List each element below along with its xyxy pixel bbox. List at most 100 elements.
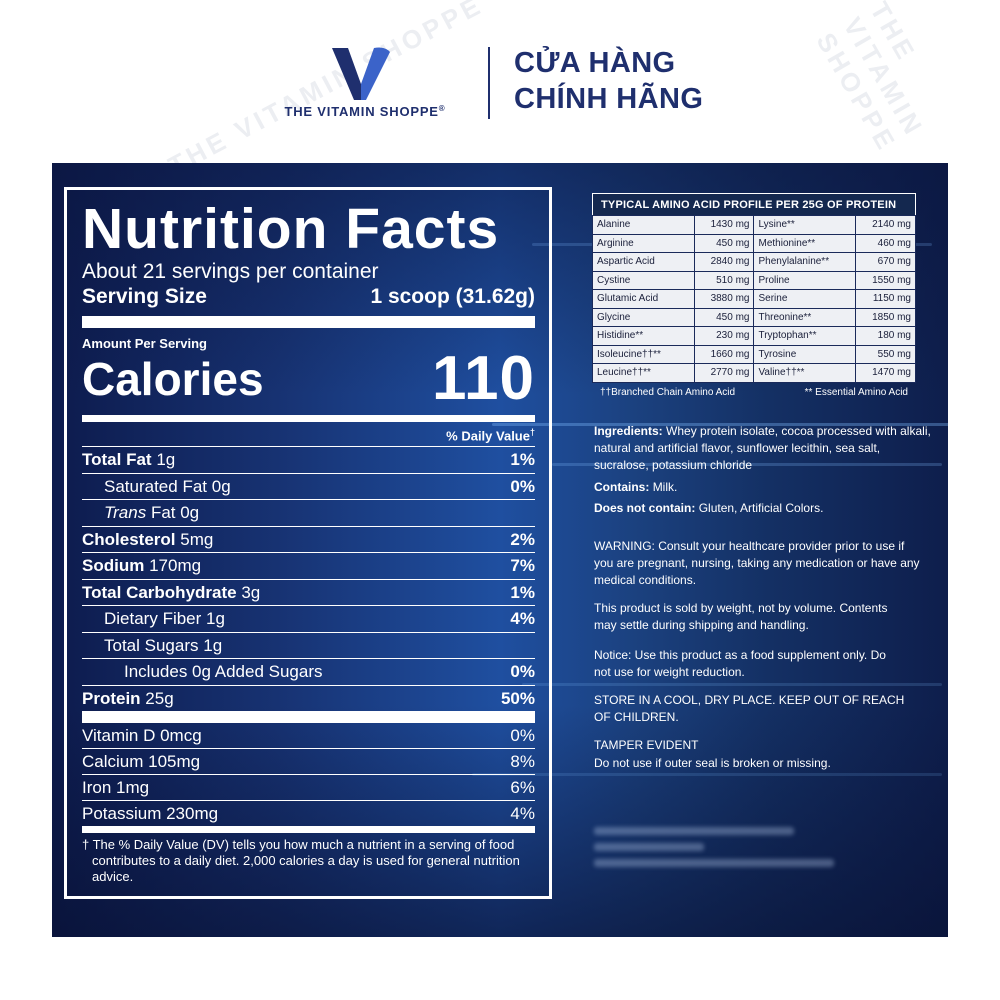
header-divider <box>488 47 490 119</box>
amino-acid-amount: 450 mg <box>693 307 755 327</box>
amino-acid-row: Glycine 450 mg Threonine** 1850 mg <box>592 307 916 327</box>
ingredients-label: Ingredients: <box>594 424 663 438</box>
amino-acid-name: Tryptophan** <box>753 326 857 346</box>
ingredients-text: Whey protein isolate, cocoa processed wi… <box>594 424 931 472</box>
store-tagline: CỬA HÀNG CHÍNH HÃNG <box>514 45 703 117</box>
storage-instructions: STORE IN A COOL, DRY PLACE. KEEP OUT OF … <box>594 693 905 724</box>
light-streak <box>492 423 948 426</box>
serving-size-value: 1 scoop (31.62g) <box>370 285 535 308</box>
tamper-evident-text: Do not use if outer seal is broken or mi… <box>594 756 831 770</box>
amino-acid-amount: 460 mg <box>855 233 916 253</box>
vitamin-row-iron: Iron 1mg 6% <box>82 775 535 802</box>
nutrient-row-protein: Protein 25g 50% <box>82 688 535 708</box>
vitamin-shoppe-logo-icon <box>332 47 390 100</box>
does-not-contain-block: Does not contain: Gluten, Artificial Col… <box>594 500 934 517</box>
amino-acid-row: Arginine 450 mg Methionine** 460 mg <box>592 233 916 253</box>
amino-acid-row: Histidine** 230 mg Tryptophan** 180 mg <box>592 326 916 346</box>
amino-acid-amount: 1470 mg <box>855 363 916 383</box>
legend-essential: ** Essential Amino Acid <box>804 386 908 398</box>
amino-acid-amount: 1660 mg <box>693 344 755 364</box>
amino-acid-row: Aspartic Acid 2840 mg Phenylalanine** 670 m… <box>592 252 916 272</box>
amino-acid-amount: 230 mg <box>693 326 755 346</box>
tamper-evident-title: TAMPER EVIDENT <box>594 738 699 752</box>
nutrient-row-sodium: Sodium 170mg 7% <box>82 553 535 580</box>
amino-acid-title: TYPICAL AMINO ACID PROFILE PER 25G OF PR… <box>592 193 916 215</box>
amino-acid-name: Serine <box>753 289 857 309</box>
daily-value-header: % Daily Value† <box>82 422 535 448</box>
does-not-contain-label: Does not contain: <box>594 501 696 515</box>
nutrition-facts-label: Nutrition Facts About 21 servings per co… <box>64 187 552 899</box>
nutrient-row-trans-fat: Trans Fat 0g <box>82 500 535 527</box>
ingredients-block: Ingredients: Whey protein isolate, cocoa… <box>594 423 934 474</box>
tagline-line-1: CỬA HÀNG <box>514 47 676 79</box>
amino-acid-amount: 670 mg <box>855 252 916 272</box>
warning-text: WARNING: Consult your healthcare provide… <box>594 539 920 587</box>
amino-acid-amount: 1150 mg <box>855 289 916 309</box>
contains-block: Contains: Milk. <box>594 479 934 496</box>
divider-thick <box>82 711 535 724</box>
amino-acid-amount: 510 mg <box>693 270 755 290</box>
amino-acid-row: Isoleucine††** 1660 mg Tyrosine 550 mg <box>592 344 916 364</box>
watermark: THE VITAMIN SHOPPE <box>163 0 489 181</box>
amino-acid-amount: 1550 mg <box>855 270 916 290</box>
calories-value: 110 <box>431 344 535 413</box>
amino-acid-row: Alanine 1430 mg Lysine** 2140 mg <box>592 215 916 235</box>
amino-acid-name: Histidine** <box>592 326 695 346</box>
blurred-manufacturer-info <box>594 859 834 867</box>
amino-acid-name: Phenylalanine** <box>753 252 857 272</box>
vitamin-row-calcium: Calcium 105mg 8% <box>82 749 535 776</box>
servings-per-container: About 21 servings per container <box>82 260 379 283</box>
nutrient-row-total-carbohydrate: Total Carbohydrate 3g 1% <box>82 580 535 607</box>
calories-row: Calories 110 <box>82 344 535 413</box>
amino-acid-name: Alanine <box>592 215 695 235</box>
amino-acid-profile: TYPICAL AMINO ACID PROFILE PER 25G OF PR… <box>592 193 916 398</box>
amino-acid-name: Arginine <box>592 233 695 253</box>
does-not-contain-text: Gluten, Artificial Colors. <box>698 501 824 515</box>
divider-medium <box>82 415 535 422</box>
amino-acid-amount: 180 mg <box>855 326 916 346</box>
amino-acid-amount: 2140 mg <box>855 215 916 235</box>
amino-acid-name: Leucine††** <box>592 363 695 383</box>
amino-acid-amount: 550 mg <box>855 344 916 364</box>
nutrient-row-cholesterol: Cholesterol 5mg 2% <box>82 527 535 554</box>
nutrition-facts-title: Nutrition Facts <box>82 197 500 261</box>
blurred-manufacturer-info <box>594 843 704 851</box>
amino-acid-amount: 3880 mg <box>693 289 755 309</box>
amino-acid-name: Aspartic Acid <box>592 252 695 272</box>
amino-acid-row: Cystine 510 mg Proline 1550 mg <box>592 270 916 290</box>
store-header: THE VITAMIN SHOPPE THE VITAMIN SHOPPE TH… <box>0 0 1000 181</box>
amino-acid-name: Glycine <box>592 307 695 327</box>
nutrient-row-total-fat: Total Fat 1g 1% <box>82 447 535 474</box>
daily-value-footnote: † The % Daily Value (DV) tells you how m… <box>82 837 520 885</box>
amino-acid-name: Cystine <box>592 270 695 290</box>
amino-acid-name: Glutamic Acid <box>592 289 695 309</box>
serving-size-label: Serving Size <box>82 285 207 308</box>
vitamin-row-potassium: Potassium 230mg 4% <box>82 801 535 828</box>
amino-acid-table: Alanine 1430 mg Lysine** 2140 mg Arginine 450… <box>592 215 916 383</box>
amino-acid-row: Leucine††** 2770 mg Valine††** 1470 mg <box>592 363 916 383</box>
serving-size-row: Serving Size 1 scoop (31.62g) <box>82 284 535 310</box>
light-streak <box>552 463 942 466</box>
tagline-line-2: CHÍNH HÃNG <box>514 83 704 115</box>
divider-medium <box>82 827 535 834</box>
nutrient-row-total-sugars: Total Sugars 1g <box>82 633 535 660</box>
nutrient-row-dietary-fiber: Dietary Fiber 1g 4% <box>82 606 535 633</box>
amino-acid-amount: 1850 mg <box>855 307 916 327</box>
vitamin-row-vitamin-d: Vitamin D 0mcg 0% <box>82 723 535 750</box>
legend-branched-chain: ††Branched Chain Amino Acid <box>600 386 736 398</box>
product-label-panel: Nutrition Facts About 21 servings per co… <box>52 163 948 937</box>
amino-acid-name: Valine††** <box>753 363 857 383</box>
amino-acid-name: Threonine** <box>753 307 857 327</box>
amino-acid-row: Glutamic Acid 3880 mg Serine 1150 mg <box>592 289 916 309</box>
weight-notice: This product is sold by weight, not by v… <box>594 601 888 632</box>
light-streak <box>522 683 942 686</box>
amount-per-serving: Amount Per Serving <box>82 336 207 351</box>
amino-acid-name: Tyrosine <box>753 344 857 364</box>
amino-acid-name: Isoleucine††** <box>592 344 695 364</box>
nutrient-row-saturated-fat: Saturated Fat 0g 0% <box>82 474 535 501</box>
brand-name: THE VITAMIN SHOPPE® <box>284 104 446 119</box>
amino-acid-amount: 2770 mg <box>693 363 755 383</box>
nutrient-row-added-sugars: Includes 0g Added Sugars 0% <box>82 659 535 686</box>
supplement-notice: Notice: Use this product as a food suppl… <box>594 648 886 679</box>
light-streak <box>472 773 942 776</box>
